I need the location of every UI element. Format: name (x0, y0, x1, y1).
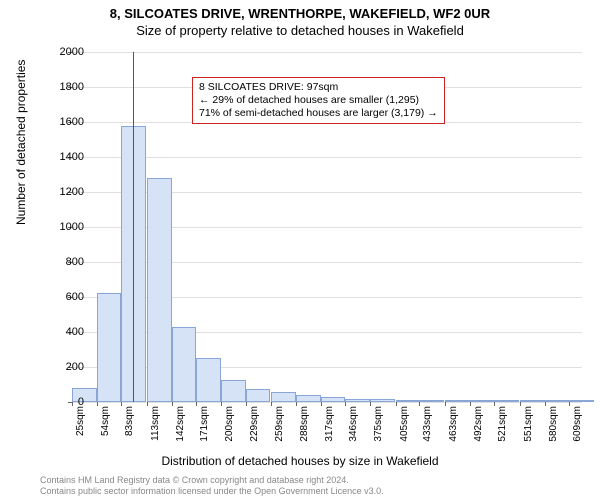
xtick-mark (569, 402, 570, 406)
xtick-label: 142sqm (175, 406, 186, 456)
ytick-label: 800 (44, 256, 84, 268)
xtick-mark (370, 402, 371, 406)
xtick-mark (221, 402, 222, 406)
xtick-mark (419, 402, 420, 406)
xtick-mark (470, 402, 471, 406)
xtick-mark (296, 402, 297, 406)
histogram-bar (296, 395, 321, 402)
chart-container: 8, SILCOATES DRIVE, WRENTHORPE, WAKEFIEL… (0, 0, 600, 500)
ytick-label: 1800 (44, 81, 84, 93)
histogram-bar (321, 397, 346, 402)
xtick-label: 25sqm (75, 406, 86, 456)
histogram-bar (569, 400, 594, 402)
ytick-label: 1400 (44, 151, 84, 163)
xtick-label: 259sqm (274, 406, 285, 456)
xtick-mark (494, 402, 495, 406)
ytick-label: 400 (44, 326, 84, 338)
xtick-label: 83sqm (124, 406, 135, 456)
ytick-label: 2000 (44, 46, 84, 58)
xtick-label: 113sqm (150, 406, 161, 456)
xtick-label: 200sqm (224, 406, 235, 456)
histogram-bar (345, 399, 370, 403)
ytick-label: 1200 (44, 186, 84, 198)
annotation-line-3: 71% of semi-detached houses are larger (… (199, 107, 438, 120)
xtick-label: 229sqm (249, 406, 260, 456)
ytick-label: 1600 (44, 116, 84, 128)
xtick-mark (545, 402, 546, 406)
histogram-bar (445, 400, 470, 402)
xtick-label: 580sqm (548, 406, 559, 456)
xtick-mark (445, 402, 446, 406)
histogram-bar (246, 389, 271, 402)
ytick-label: 600 (44, 291, 84, 303)
chart-area: 8 SILCOATES DRIVE: 97sqm ← 29% of detach… (72, 52, 582, 402)
histogram-bar (221, 380, 246, 402)
xtick-mark (172, 402, 173, 406)
xtick-label: 405sqm (399, 406, 410, 456)
histogram-bar (196, 358, 221, 402)
page-subtitle: Size of property relative to detached ho… (0, 21, 600, 38)
xtick-label: 317sqm (324, 406, 335, 456)
xtick-mark (121, 402, 122, 406)
xtick-mark (147, 402, 148, 406)
xtick-label: 54sqm (100, 406, 111, 456)
xtick-label: 375sqm (373, 406, 384, 456)
ytick-label: 200 (44, 361, 84, 373)
marker-line (133, 52, 134, 402)
footer-line-1: Contains HM Land Registry data © Crown c… (40, 475, 384, 486)
xtick-label: 288sqm (299, 406, 310, 456)
annotation-box: 8 SILCOATES DRIVE: 97sqm ← 29% of detach… (192, 77, 445, 124)
histogram-bar (97, 293, 122, 402)
xtick-label: 171sqm (199, 406, 210, 456)
annotation-line-2: ← 29% of detached houses are smaller (1,… (199, 94, 438, 107)
xtick-mark (196, 402, 197, 406)
y-axis-label: Number of detached properties (14, 60, 28, 225)
histogram-bar (396, 400, 421, 402)
xtick-mark (321, 402, 322, 406)
xtick-mark (271, 402, 272, 406)
xtick-mark (345, 402, 346, 406)
histogram-bar (147, 178, 172, 402)
footer-line-2: Contains public sector information licen… (40, 486, 384, 497)
histogram-bar (494, 400, 519, 402)
page-title: 8, SILCOATES DRIVE, WRENTHORPE, WAKEFIEL… (0, 0, 600, 21)
xtick-label: 463sqm (448, 406, 459, 456)
ytick-label: 0 (44, 396, 84, 408)
xtick-label: 433sqm (422, 406, 433, 456)
annotation-line-1: 8 SILCOATES DRIVE: 97sqm (199, 81, 438, 94)
xtick-mark (246, 402, 247, 406)
xtick-label: 521sqm (497, 406, 508, 456)
xtick-mark (396, 402, 397, 406)
xtick-label: 609sqm (572, 406, 583, 456)
histogram-bar (271, 392, 296, 402)
grid-line (72, 52, 582, 53)
xtick-label: 551sqm (523, 406, 534, 456)
xtick-label: 492sqm (473, 406, 484, 456)
grid-line (72, 157, 582, 158)
xtick-mark (520, 402, 521, 406)
footer-attribution: Contains HM Land Registry data © Crown c… (40, 475, 384, 497)
histogram-bar (370, 399, 395, 402)
histogram-bar (172, 327, 197, 402)
histogram-bar (545, 400, 570, 402)
histogram-bar (470, 400, 495, 402)
histogram-bar (520, 400, 545, 402)
xtick-mark (97, 402, 98, 406)
xtick-label: 346sqm (348, 406, 359, 456)
histogram-bar (419, 400, 444, 402)
x-axis-label: Distribution of detached houses by size … (0, 454, 600, 468)
grid-line (72, 402, 582, 403)
ytick-label: 1000 (44, 221, 84, 233)
